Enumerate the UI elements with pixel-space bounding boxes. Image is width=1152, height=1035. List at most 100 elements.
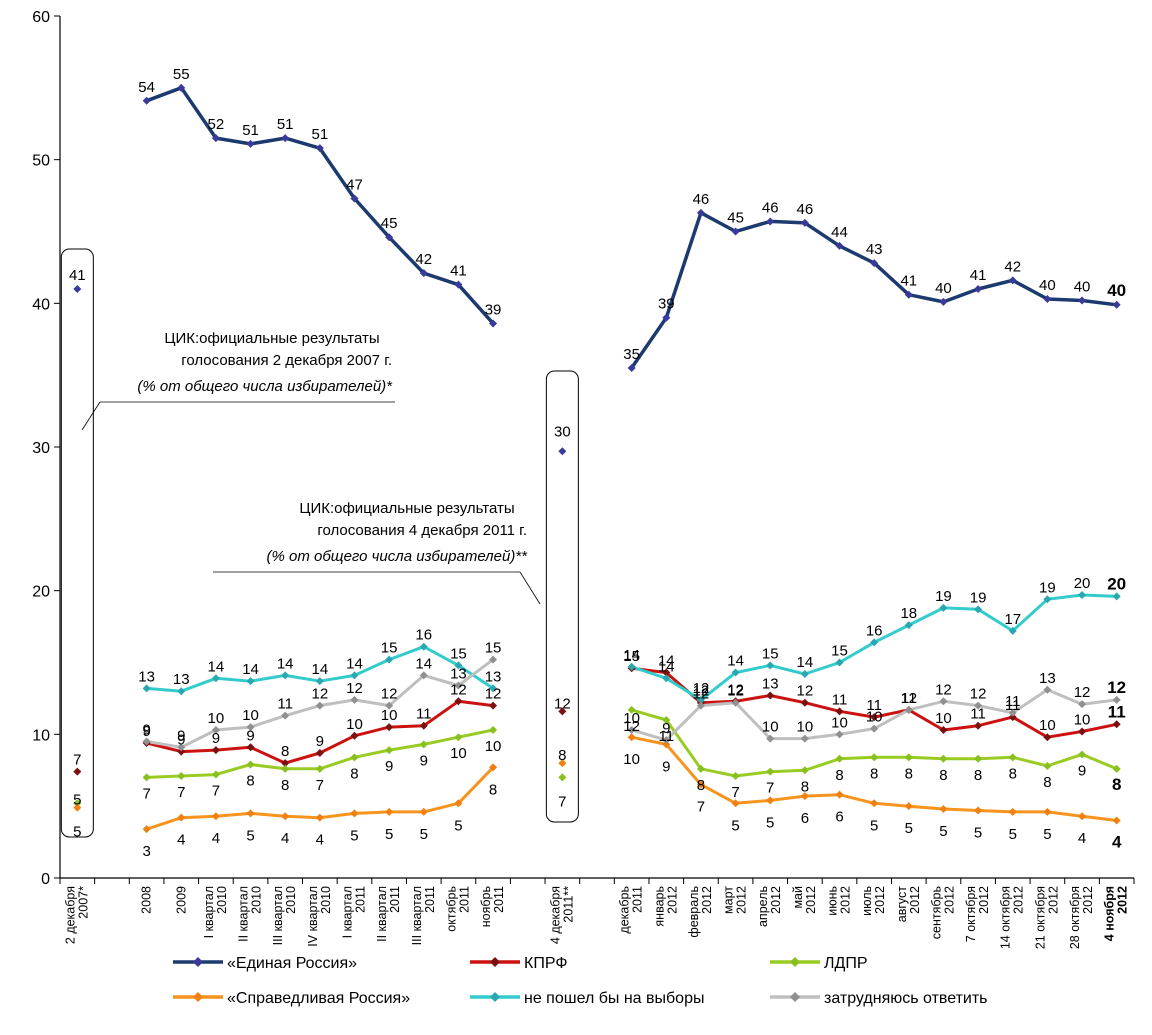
data-label: 11 [832, 691, 848, 708]
x-category-label-line: 2007* [76, 886, 90, 919]
x-category-label: 2009 [174, 886, 188, 914]
x-category-label-line: 2012 [1081, 886, 1095, 914]
data-label: 12 [970, 686, 987, 703]
x-category-label: декабрь2011 [618, 886, 645, 934]
data-label: 5 [385, 826, 393, 843]
data-label: 5 [939, 823, 947, 840]
data-point [281, 759, 290, 768]
legend-label: ЛДПР [824, 955, 868, 972]
data-point [800, 698, 809, 707]
data-point [627, 726, 636, 735]
data-point [1078, 296, 1087, 305]
data-label: 5 [420, 826, 428, 843]
x-category-label-line: III квартал [410, 886, 424, 945]
data-label: 5 [454, 817, 462, 834]
x-category-label: сентябрь2012 [929, 886, 956, 939]
data-point [1078, 700, 1087, 709]
data-point [558, 759, 567, 768]
data-label: 13 [762, 676, 779, 693]
data-point [350, 671, 359, 680]
data-label: 5 [731, 817, 739, 834]
x-category-label: III квартал2011 [410, 886, 437, 945]
data-point [142, 684, 151, 693]
data-label: 42 [1004, 258, 1021, 275]
data-point [1043, 761, 1052, 770]
x-category-label: 14 октября2012 [999, 886, 1026, 949]
data-label: 10 [831, 714, 848, 731]
data-label: 10 [346, 716, 363, 733]
legend-label: затрудняюсь ответить [824, 990, 988, 1007]
x-category-label-line: 2010 [284, 886, 298, 914]
data-point [211, 746, 220, 755]
data-point [1078, 590, 1087, 599]
data-label: 6 [835, 809, 843, 826]
data-point [454, 733, 463, 742]
data-point [627, 733, 636, 742]
data-point [385, 723, 394, 732]
data-point [731, 771, 740, 780]
data-point [1043, 685, 1052, 694]
data-point [1008, 626, 1017, 635]
data-label: 20 [1074, 575, 1091, 592]
data-label: 10 [1074, 711, 1091, 728]
data-point [454, 681, 463, 690]
data-point [1078, 812, 1087, 821]
x-category-label-line: ноябрь [479, 886, 493, 927]
results-box [60, 248, 94, 838]
x-category-label-line: 2012 [1046, 886, 1060, 914]
x-category-label-line: 2011** [561, 886, 575, 923]
annotation-note: (% от общего числа избирателей)* [137, 378, 393, 395]
data-point [766, 217, 775, 226]
data-label: 5 [1043, 826, 1051, 843]
data-point [1112, 720, 1121, 729]
x-category-label-line: 2012 [873, 886, 887, 914]
data-point [281, 671, 290, 680]
x-category-label: май2012 [791, 886, 818, 914]
data-label: 8 [939, 767, 947, 784]
data-label: 8 [801, 778, 809, 795]
data-label: 9 [316, 733, 324, 750]
data-label: 14 [658, 658, 675, 675]
data-point [246, 760, 255, 769]
data-label: 10 [866, 709, 883, 726]
data-label: 14 [623, 647, 640, 664]
data-point [696, 695, 705, 704]
data-point [315, 813, 324, 822]
data-point [281, 812, 290, 821]
x-category-label-line: II квартал [237, 886, 251, 942]
y-tick-label: 50 [32, 153, 50, 170]
data-label: 11 [1108, 702, 1126, 721]
data-point [1112, 764, 1121, 773]
data-label: 15 [762, 645, 779, 662]
data-label: 8 [974, 767, 982, 784]
data-point [1008, 708, 1017, 717]
x-category-label: I квартал2011 [340, 886, 367, 938]
data-label: 19 [970, 589, 987, 606]
data-point [939, 603, 948, 612]
data-label: 9 [662, 758, 670, 775]
data-point [489, 701, 498, 710]
x-category-label-line: сентябрь [929, 886, 943, 939]
data-point [350, 194, 359, 203]
data-point [731, 799, 740, 808]
data-label: 39 [658, 296, 675, 313]
data-point [1078, 727, 1087, 736]
data-point [800, 792, 809, 801]
data-label: 12 [1107, 678, 1126, 697]
data-point [558, 707, 567, 716]
data-point [870, 259, 879, 268]
data-point [835, 241, 844, 250]
data-point [870, 724, 879, 733]
data-label: 7 [212, 783, 220, 800]
data-label: 9 [1078, 762, 1086, 779]
data-label: 6 [801, 810, 809, 827]
x-category-label-line: апрель [756, 886, 770, 927]
data-point [939, 297, 948, 306]
x-category-label-line: июль [860, 886, 874, 916]
data-point [419, 740, 428, 749]
data-point [246, 677, 255, 686]
data-point [939, 697, 948, 706]
data-label: 43 [866, 241, 883, 258]
data-label: 5 [905, 820, 913, 837]
